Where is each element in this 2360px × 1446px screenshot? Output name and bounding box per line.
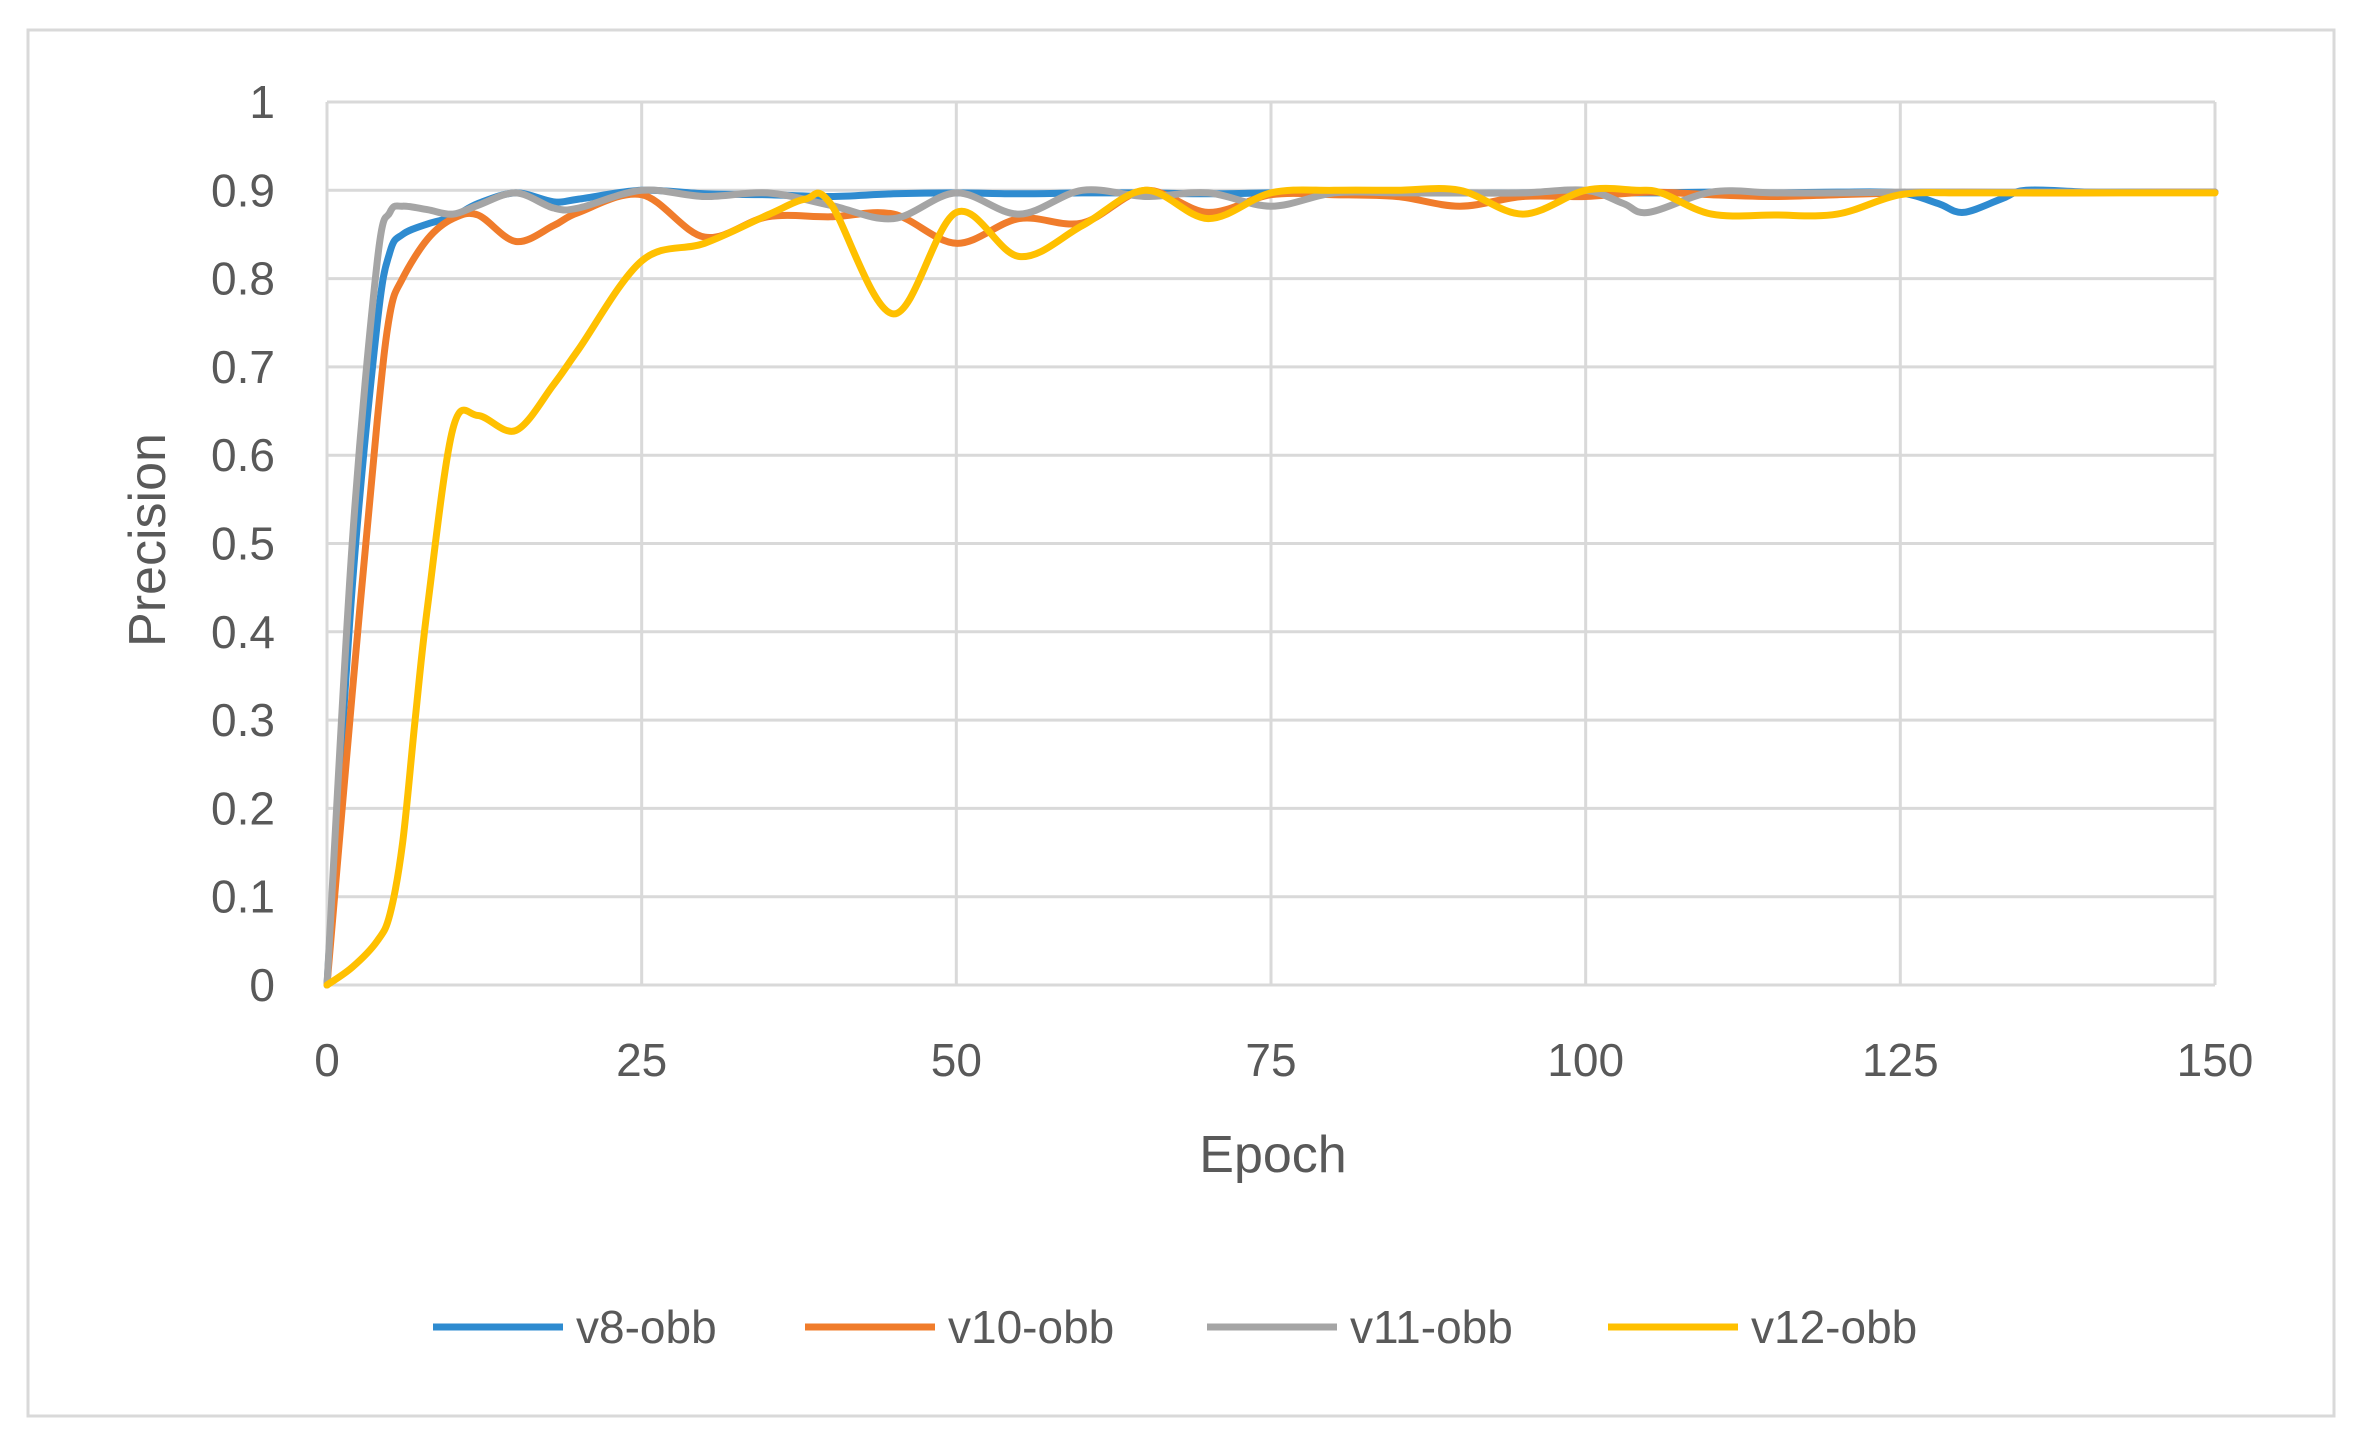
y-tick-label: 0.6: [211, 429, 275, 481]
legend-label-v12-obb: v12-obb: [1751, 1301, 1917, 1353]
y-axis-title: Precision: [119, 433, 177, 647]
x-axis-title: Epoch: [1199, 1126, 1346, 1184]
x-tick-label: 125: [1862, 1034, 1939, 1086]
y-tick-label: 0.8: [211, 253, 275, 305]
legend-label-v11-obb: v11-obb: [1350, 1301, 1513, 1353]
x-tick-label: 50: [931, 1034, 982, 1086]
series-lines: [323, 184, 2219, 989]
legend-label-v10-obb: v10-obb: [948, 1301, 1114, 1353]
y-tick-label: 0.3: [211, 694, 275, 746]
series-line-v11-obb: [323, 186, 2219, 989]
x-tick-label: 150: [2177, 1034, 2254, 1086]
x-tick-label: 0: [314, 1034, 340, 1086]
x-tick-label: 25: [616, 1034, 667, 1086]
y-tick-label: 0.5: [211, 518, 275, 570]
y-tick-label: 1: [249, 76, 275, 128]
chart-border: [26, 28, 2336, 1418]
x-tick-labels: 0 25 50 75 100 125 150: [314, 1034, 2253, 1086]
y-tick-labels: 0 0.1 0.2 0.3 0.4 0.5 0.6 0.7 0.8 0.9 1: [211, 76, 275, 1011]
y-tick-label: 0.9: [211, 164, 275, 216]
series-line-v12-obb: [323, 184, 2219, 989]
y-tick-label: 0.2: [211, 782, 275, 834]
x-tick-label: 75: [1245, 1034, 1296, 1086]
y-tick-label: 0.4: [211, 606, 275, 658]
y-tick-label: 0.7: [211, 341, 275, 393]
legend: v8-obb v10-obb v11-obb v12-obb: [433, 1301, 1917, 1353]
x-tick-label: 100: [1547, 1034, 1624, 1086]
grid-lines: [325, 100, 2217, 987]
y-tick-label: 0.1: [211, 871, 275, 923]
y-tick-label: 0: [249, 959, 275, 1011]
legend-label-v8-obb: v8-obb: [576, 1301, 717, 1353]
